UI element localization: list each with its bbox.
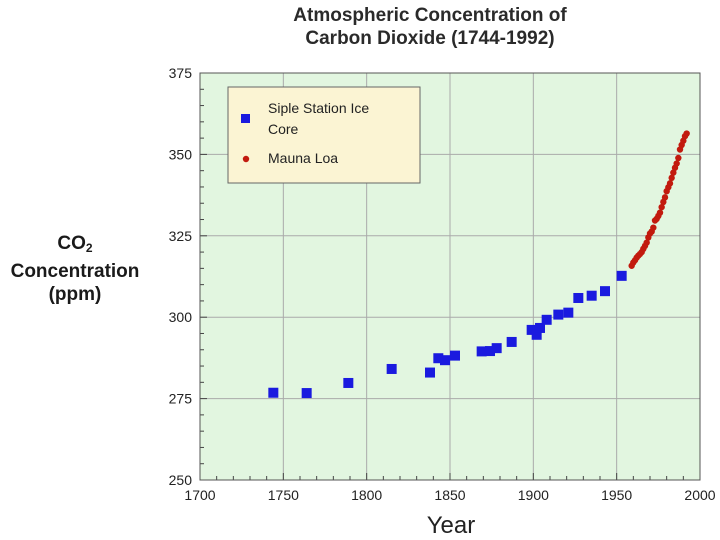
legend-mauna-label: Mauna Loa (268, 150, 338, 166)
plot-frame (199, 72, 701, 481)
siple-point (506, 336, 517, 347)
siple-point (301, 388, 312, 399)
siple-point (476, 346, 487, 357)
y-tick-label: 350 (169, 146, 193, 162)
siple-point (531, 329, 542, 340)
siple-point (425, 367, 435, 378)
mauna-loa-point (666, 180, 674, 187)
mauna-loa-point (673, 160, 680, 167)
siple-point (600, 286, 610, 297)
y-tick-label: 325 (169, 228, 193, 244)
chart-title-line-2: Carbon Dioxide (1744-1992) (305, 28, 555, 49)
siple-point (563, 307, 574, 318)
mauna-loa-point (668, 174, 675, 182)
mauna-loa-point (650, 224, 657, 231)
x-tick-label: 1850 (434, 487, 465, 503)
siple-point (586, 290, 597, 301)
siple-point (268, 387, 279, 398)
x-axis-label: Year (427, 512, 476, 539)
y-tick-label: 375 (169, 65, 193, 81)
y-axis-label-co: CO (57, 233, 86, 254)
y-tick-label: 250 (169, 472, 193, 488)
mauna-loa-point (661, 194, 669, 201)
y-tick-label: 300 (169, 309, 193, 325)
y-axis-label: CO2 Concentration (ppm) (0, 232, 150, 306)
chart-title-line-1: Atmospheric Concentration of (293, 5, 567, 26)
x-tick-label: 1800 (351, 487, 382, 503)
siple-point (440, 355, 450, 366)
siple-point (433, 353, 444, 364)
x-tick-label: 1950 (601, 487, 632, 503)
y-axis-label-line-3: (ppm) (48, 284, 102, 305)
legend-mauna-marker (242, 155, 250, 163)
siple-point (386, 363, 397, 374)
legend-siple-label-line-1: Siple Station Ice (268, 100, 369, 116)
legend-siple-marker (241, 114, 250, 123)
mauna-loa-point (643, 239, 650, 246)
mauna-loa-point (656, 209, 664, 216)
siple-point (343, 377, 354, 388)
siple-point (573, 292, 584, 303)
data-marks (268, 130, 690, 399)
legend-siple-label-line-2: Core (268, 121, 299, 137)
y-axis-label-subscript: 2 (85, 241, 93, 255)
x-tick-label: 1700 (184, 487, 215, 503)
siple-point (450, 350, 460, 361)
chart-title: Atmospheric Concentration of Carbon Diox… (200, 4, 660, 50)
x-tick-label: 1750 (268, 487, 299, 503)
mauna-loa-point (658, 203, 665, 211)
siple-point (616, 270, 627, 281)
tick-labels: 1700 1750 1800 1850 1900 1950 2000 250 275 300 325… (169, 65, 716, 503)
y-axis-label-line-2: Concentration (10, 261, 140, 282)
legend: Siple Station Ice Core Mauna Loa (227, 86, 421, 184)
siple-point (553, 309, 564, 320)
x-tick-label: 2000 (684, 487, 715, 503)
siple-point (535, 322, 545, 333)
y-tick-label: 275 (169, 391, 193, 407)
mauna-loa-point (675, 154, 682, 162)
x-tick-label: 1900 (518, 487, 549, 503)
mauna-loa-point (683, 130, 690, 137)
siple-point (491, 343, 502, 354)
mauna-loa-point (670, 169, 677, 176)
siple-point (485, 346, 495, 357)
y-axis-label-line-1: CO2 (0, 232, 150, 260)
legend-box (227, 86, 421, 184)
siple-point (541, 314, 552, 325)
